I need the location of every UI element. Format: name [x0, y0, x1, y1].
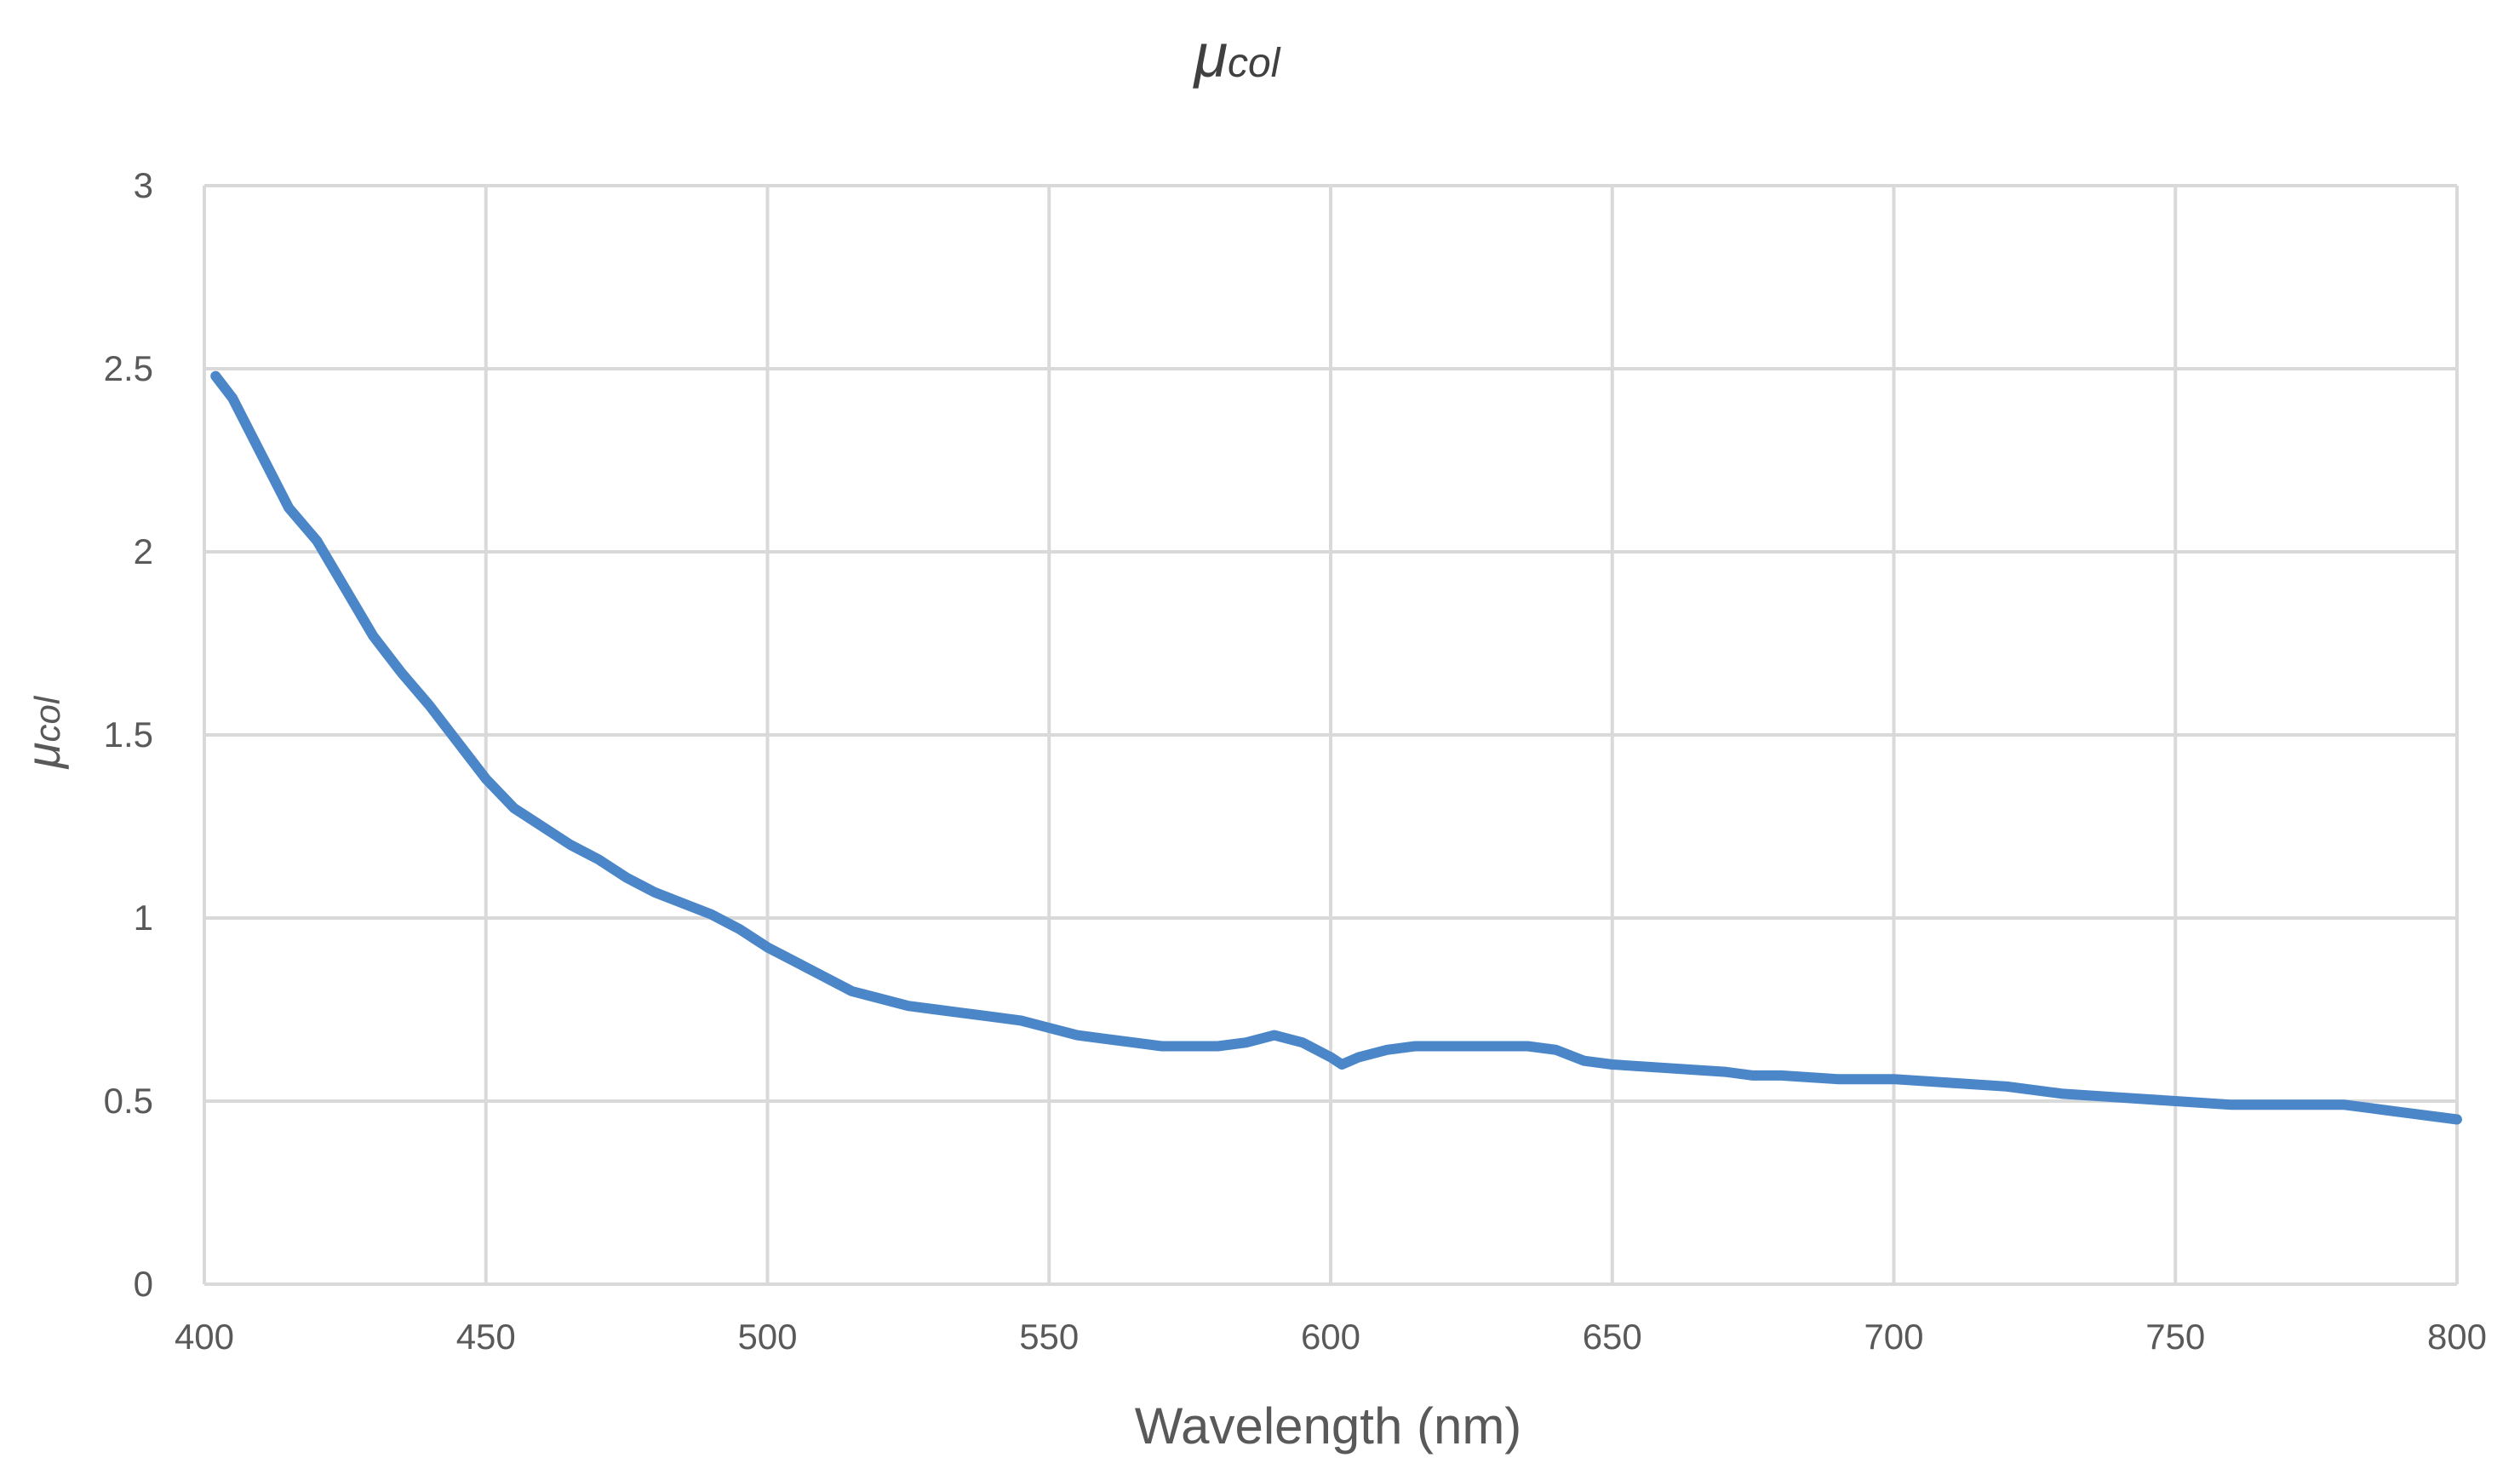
- tick-labels: 0 0.5 1 1.5 2 2.5 3 400 450 500 550 600 650 700 750 800: [104, 165, 2487, 1357]
- x-axis-title: Wavelength (nm): [1135, 1397, 1522, 1455]
- x-tick-label: 800: [2427, 1317, 2487, 1357]
- chart-title-symbol: μ: [1193, 22, 1228, 90]
- y-axis-title-symbol: μ: [16, 743, 70, 771]
- y-tick-label: 3: [134, 165, 153, 205]
- x-tick-label: 450: [456, 1317, 516, 1357]
- y-axis-title: μcol: [16, 695, 70, 770]
- x-tick-label: 600: [1301, 1317, 1360, 1357]
- x-tick-label: 550: [1019, 1317, 1079, 1357]
- y-tick-label: 2: [134, 531, 153, 571]
- axes: [203, 186, 2457, 1286]
- x-tick-label: 650: [1583, 1317, 1642, 1357]
- y-tick-label: 0: [134, 1264, 153, 1304]
- gridlines: [204, 184, 2459, 1284]
- series-line: [210, 370, 2462, 1125]
- x-tick-label: 500: [737, 1317, 797, 1357]
- y-tick-label: 1.5: [104, 714, 153, 755]
- chart-title: μcol: [1193, 22, 1281, 90]
- y-axis-title-subscript: col: [27, 695, 67, 742]
- x-tick-label: 750: [2145, 1317, 2205, 1357]
- x-tick-label: 700: [1864, 1317, 1923, 1357]
- x-tick-label: 400: [175, 1317, 234, 1357]
- chart-title-subscript: col: [1228, 41, 1281, 86]
- series-layer: [210, 370, 2462, 1125]
- y-tick-label: 2.5: [104, 348, 153, 388]
- y-tick-label: 1: [134, 898, 153, 938]
- y-tick-label: 0.5: [104, 1081, 153, 1121]
